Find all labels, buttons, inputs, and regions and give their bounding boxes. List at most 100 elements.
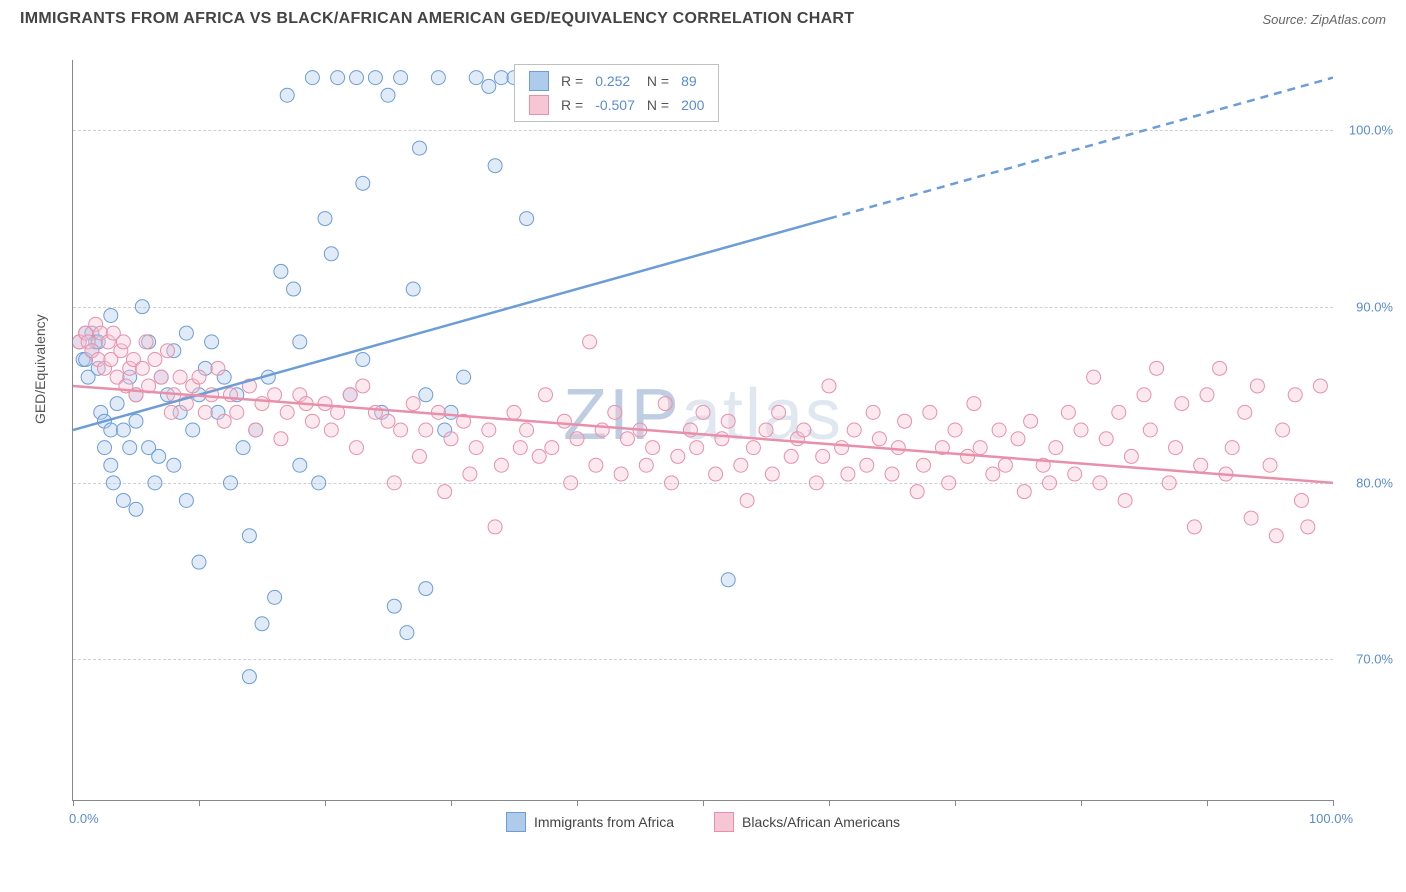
data-point bbox=[1124, 449, 1138, 463]
data-point bbox=[860, 458, 874, 472]
data-point bbox=[343, 388, 357, 402]
xtick bbox=[703, 800, 704, 806]
data-point bbox=[164, 405, 178, 419]
data-point bbox=[394, 423, 408, 437]
data-point bbox=[444, 405, 458, 419]
data-point bbox=[1087, 370, 1101, 384]
ytick-label: 70.0% bbox=[1356, 652, 1393, 667]
data-point bbox=[1068, 467, 1082, 481]
data-point bbox=[350, 71, 364, 85]
legend-swatch bbox=[529, 71, 549, 91]
data-point bbox=[318, 212, 332, 226]
data-point bbox=[469, 441, 483, 455]
legend-n-value: 200 bbox=[675, 93, 710, 117]
data-point bbox=[463, 467, 477, 481]
data-point bbox=[173, 370, 187, 384]
data-point bbox=[368, 71, 382, 85]
data-point bbox=[520, 423, 534, 437]
xtick bbox=[577, 800, 578, 806]
xtick bbox=[73, 800, 74, 806]
data-point bbox=[1295, 493, 1309, 507]
legend-n-value: 89 bbox=[675, 69, 710, 93]
xtick bbox=[451, 800, 452, 806]
data-point bbox=[494, 71, 508, 85]
data-point bbox=[639, 458, 653, 472]
data-point bbox=[1200, 388, 1214, 402]
data-point bbox=[646, 441, 660, 455]
data-point bbox=[413, 141, 427, 155]
data-point bbox=[721, 414, 735, 428]
data-point bbox=[1143, 423, 1157, 437]
data-point bbox=[1213, 361, 1227, 375]
data-point bbox=[1118, 493, 1132, 507]
data-point bbox=[242, 670, 256, 684]
chart-header: IMMIGRANTS FROM AFRICA VS BLACK/AFRICAN … bbox=[0, 0, 1406, 28]
legend-series-label: Blacks/African Americans bbox=[742, 814, 900, 830]
data-point bbox=[488, 159, 502, 173]
data-point bbox=[274, 432, 288, 446]
data-point bbox=[570, 432, 584, 446]
data-point bbox=[356, 176, 370, 190]
data-point bbox=[139, 335, 153, 349]
data-point bbox=[152, 449, 166, 463]
data-point bbox=[520, 212, 534, 226]
data-point bbox=[419, 388, 433, 402]
data-point bbox=[205, 335, 219, 349]
data-point bbox=[539, 388, 553, 402]
data-point bbox=[1150, 361, 1164, 375]
data-point bbox=[116, 335, 130, 349]
xtick bbox=[325, 800, 326, 806]
data-point bbox=[1244, 511, 1258, 525]
data-point bbox=[104, 423, 118, 437]
data-point bbox=[482, 423, 496, 437]
data-point bbox=[1099, 432, 1113, 446]
data-point bbox=[186, 423, 200, 437]
legend-item: Blacks/African Americans bbox=[714, 812, 900, 832]
data-point bbox=[772, 405, 786, 419]
data-point bbox=[148, 476, 162, 490]
data-point bbox=[1024, 414, 1038, 428]
data-point bbox=[746, 441, 760, 455]
data-point bbox=[324, 247, 338, 261]
data-point bbox=[891, 441, 905, 455]
data-point bbox=[406, 282, 420, 296]
data-point bbox=[116, 493, 130, 507]
data-point bbox=[740, 493, 754, 507]
data-point bbox=[482, 79, 496, 93]
data-point bbox=[167, 458, 181, 472]
data-point bbox=[444, 432, 458, 446]
data-point bbox=[104, 458, 118, 472]
data-point bbox=[1288, 388, 1302, 402]
data-point bbox=[1225, 441, 1239, 455]
data-point bbox=[356, 353, 370, 367]
data-point bbox=[557, 414, 571, 428]
chart-container: GED/Equivalency ZIPatlas 70.0%80.0%90.0%… bbox=[50, 48, 1350, 828]
data-point bbox=[350, 441, 364, 455]
legend-series: Immigrants from Africa Blacks/African Am… bbox=[506, 812, 900, 832]
data-point bbox=[457, 370, 471, 384]
plot-area: ZIPatlas 70.0%80.0%90.0%100.0%0.0%100.0%… bbox=[72, 60, 1333, 801]
data-point bbox=[494, 458, 508, 472]
xtick bbox=[1333, 800, 1334, 806]
data-point bbox=[387, 599, 401, 613]
data-point bbox=[998, 458, 1012, 472]
data-point bbox=[1276, 423, 1290, 437]
data-point bbox=[394, 71, 408, 85]
data-point bbox=[129, 502, 143, 516]
data-point bbox=[331, 71, 345, 85]
data-point bbox=[532, 449, 546, 463]
xtick bbox=[1081, 800, 1082, 806]
data-point bbox=[268, 388, 282, 402]
data-point bbox=[224, 476, 238, 490]
data-point bbox=[1112, 405, 1126, 419]
data-point bbox=[274, 264, 288, 278]
data-point bbox=[230, 405, 244, 419]
data-point bbox=[305, 414, 319, 428]
data-point bbox=[917, 458, 931, 472]
data-point bbox=[1017, 485, 1031, 499]
data-point bbox=[179, 493, 193, 507]
data-point bbox=[368, 405, 382, 419]
data-point bbox=[715, 432, 729, 446]
data-point bbox=[280, 405, 294, 419]
data-point bbox=[614, 467, 628, 481]
